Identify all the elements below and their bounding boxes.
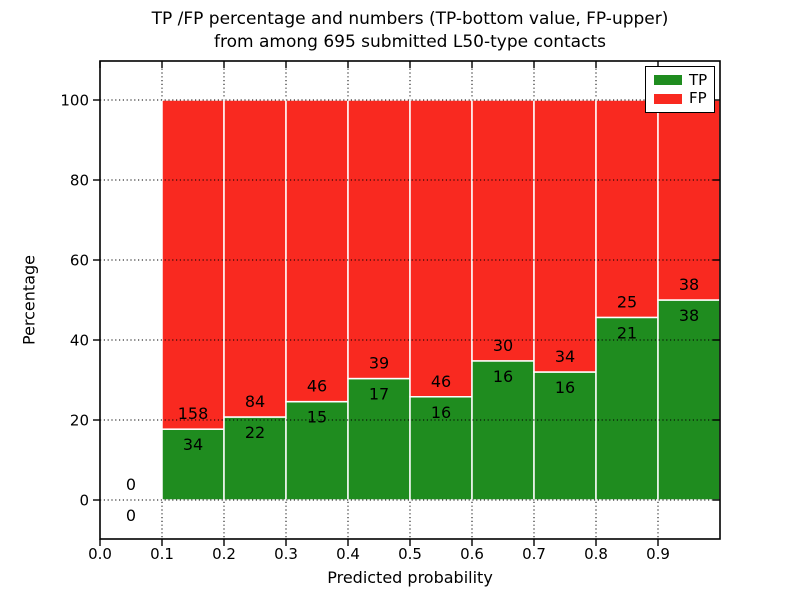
x-tick-label: 0.8: [584, 545, 608, 563]
tp-count-label: 34: [183, 435, 203, 454]
fp-bar-segment: [409, 99, 473, 398]
fp-bar-segment: [285, 99, 349, 403]
fp-bar-segment: [223, 99, 287, 418]
x-tick-label: 0.7: [522, 545, 546, 563]
tp-bar-segment: [161, 428, 225, 501]
tp-bar-segment: [657, 299, 721, 501]
fp-count-label: 30: [493, 336, 513, 355]
fp-count-label: 38: [679, 275, 699, 294]
chart-title-line1: TP /FP percentage and numbers (TP-bottom…: [151, 9, 669, 29]
tp-count-label: 22: [245, 423, 265, 442]
chart-title-line2: from among 695 submitted L50-type contac…: [214, 32, 606, 52]
fp-bar-segment: [347, 99, 411, 380]
tp-bar-segment: [409, 396, 473, 501]
fp-count-label: 158: [178, 404, 209, 423]
legend: TP FP: [645, 66, 715, 113]
y-tick-label: 20: [70, 412, 89, 430]
tp-legend-label: TP: [689, 70, 708, 89]
legend-item-fp: FP: [654, 91, 708, 106]
tp-count-label: 16: [555, 378, 575, 397]
tp-count-label: 16: [431, 403, 451, 422]
tp-bar-segment: [347, 377, 411, 501]
tp-count-label: 21: [617, 323, 637, 342]
fp-bar-segment: [471, 99, 535, 362]
tp-bar-segment: [223, 416, 287, 501]
x-tick-label: 0.1: [150, 545, 174, 563]
y-axis-label: Percentage: [19, 254, 39, 346]
y-tick-label: 100: [60, 92, 89, 110]
fp-legend-swatch: [654, 93, 682, 104]
chart-title: TP /FP percentage and numbers (TP-bottom…: [100, 8, 720, 54]
x-axis-label: Predicted probability: [327, 568, 493, 587]
tp-count-label: 17: [369, 385, 389, 404]
fp-bar-segment: [595, 99, 659, 319]
y-tick-label: 0: [79, 492, 89, 510]
tp-bar-segment: [533, 371, 597, 501]
y-tick-label: 60: [70, 252, 89, 270]
fp-legend-label: FP: [689, 89, 707, 108]
tp-count-label: 16: [493, 367, 513, 386]
fp-count-label: 34: [555, 347, 575, 366]
fp-count-label: 39: [369, 354, 389, 373]
fp-bar-segment: [657, 99, 721, 301]
x-tick-label: 0.3: [274, 545, 298, 563]
tp-count-label: 15: [307, 408, 327, 427]
fp-bar-segment: [533, 99, 597, 373]
fp-count-label: 46: [431, 372, 451, 391]
fp-bar-segment: [161, 99, 225, 430]
x-tick-label: 0.9: [646, 545, 670, 563]
x-tick-label: 0.6: [460, 545, 484, 563]
tp-count-label: 38: [679, 306, 699, 325]
fp-count-label: 84: [245, 392, 265, 411]
legend-item-tp: TP: [654, 70, 708, 89]
x-tick-label: 0.5: [398, 545, 422, 563]
tp-legend-swatch: [654, 75, 682, 86]
x-tick-label: 0.0: [88, 545, 112, 563]
fp-count-label: 0: [126, 475, 136, 494]
tp-count-label: 0: [126, 506, 136, 525]
x-tick-label: 0.4: [336, 545, 360, 563]
tp-bar-segment: [595, 316, 659, 501]
x-tick-label: 0.2: [212, 545, 236, 563]
fp-count-label: 25: [617, 292, 637, 311]
y-tick-label: 80: [70, 172, 89, 190]
y-tick-label: 40: [70, 332, 89, 350]
fp-count-label: 46: [307, 377, 327, 396]
